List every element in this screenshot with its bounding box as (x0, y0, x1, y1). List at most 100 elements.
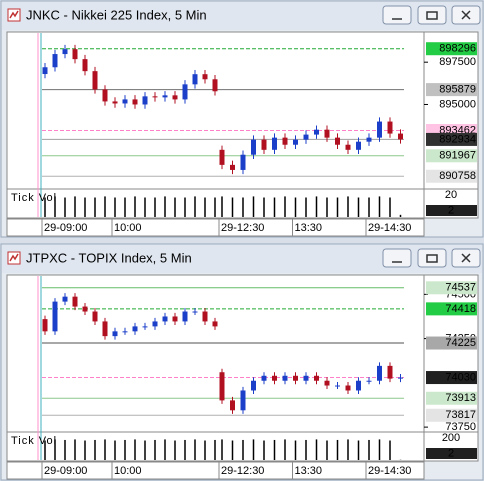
candle-body (272, 137, 277, 150)
minimize-button[interactable] (382, 248, 412, 268)
candle-body (152, 96, 158, 98)
y-tick-label: 895000 (439, 98, 476, 110)
candle-body (102, 321, 108, 337)
x-tick-label: 13:30 (295, 465, 323, 477)
x-tick-label: 10:00 (114, 222, 142, 234)
candle-body (377, 365, 382, 381)
candle-body (314, 375, 319, 381)
candle-body (398, 377, 403, 379)
x-tick-label: 10:00 (114, 465, 142, 477)
candle-body (202, 311, 208, 322)
candle-body (335, 385, 340, 387)
candle-body (92, 311, 98, 322)
level-label-box (426, 336, 477, 350)
volume-tick-label: 20 (445, 189, 457, 201)
candle-body (293, 375, 298, 381)
volume-label: Tick Vol (11, 192, 57, 204)
level-label: 73913 (445, 392, 476, 404)
candle-body (230, 400, 235, 411)
candle-body (42, 319, 48, 332)
candle-body (356, 380, 361, 391)
candle-body (219, 149, 225, 165)
candle-body (251, 139, 256, 155)
candle-body (132, 99, 138, 105)
candle-body (356, 141, 361, 150)
volume-label: Tick Vol (11, 435, 57, 447)
candle-body (387, 365, 393, 379)
candle-body (62, 49, 68, 55)
candle-body (293, 139, 298, 145)
chart-area (6, 274, 425, 462)
level-label: 895879 (439, 84, 476, 96)
volume-current-box (426, 448, 477, 459)
volume-current-label: 2 (448, 447, 454, 459)
volume-tick-label: 200 (442, 432, 460, 444)
candle-body (387, 121, 393, 134)
maximize-button[interactable] (417, 248, 447, 268)
candle-body (82, 306, 88, 312)
candle-body (377, 121, 382, 138)
x-tick-label: 29-09:00 (44, 222, 87, 234)
candle-body (282, 137, 288, 145)
candle-body (366, 380, 372, 382)
candle-body (42, 67, 48, 75)
candle-body (345, 144, 351, 150)
level-label-box (426, 281, 477, 295)
candle-body (345, 385, 351, 391)
y-tick-label: 897500 (439, 56, 476, 68)
x-tick-label: 29-12:30 (221, 222, 264, 234)
candle-body (398, 133, 403, 140)
candle-body (261, 139, 267, 150)
level-label-box (426, 42, 477, 56)
x-tick-label: 29-14:30 (368, 222, 411, 234)
level-label-box (426, 149, 477, 163)
candle-body (142, 96, 148, 105)
button-face (417, 248, 447, 268)
window-title: JTPXC - TOPIX Index, 5 Min (26, 250, 192, 265)
window-icon (7, 8, 21, 22)
candle-body (324, 129, 330, 138)
candle-body (240, 154, 246, 170)
button-face (417, 5, 447, 25)
button-face (382, 5, 412, 25)
candle-body (192, 311, 198, 313)
candle-body (324, 380, 330, 386)
candle-body (251, 380, 256, 391)
level-label-box (426, 83, 477, 97)
candle-body (172, 316, 178, 322)
candle-body (142, 326, 148, 328)
candle-body (261, 375, 267, 381)
candle-body (212, 321, 218, 327)
candle-body (152, 321, 158, 327)
candle-body (202, 74, 208, 80)
volume-current-label: 2 (448, 204, 454, 216)
minimize-button[interactable] (382, 5, 412, 25)
candle-body (52, 54, 58, 68)
level-label: 898296 (439, 43, 476, 55)
candle-body (82, 59, 88, 72)
close-button[interactable] (451, 5, 481, 25)
candle-body (62, 296, 68, 302)
level-label-box (426, 132, 477, 146)
level-label: 74225 (445, 337, 476, 349)
level-label-box (426, 302, 477, 316)
time-axis (6, 461, 425, 480)
icon-glyph (9, 10, 19, 19)
x-tick-label: 29-14:30 (368, 465, 411, 477)
level-label-box (426, 391, 477, 405)
candle-body (162, 95, 168, 98)
close-button[interactable] (451, 248, 481, 268)
time-axis (6, 218, 425, 237)
level-label-box (426, 408, 477, 422)
maximize-button[interactable] (417, 5, 447, 25)
candle-body (335, 137, 340, 145)
y-tick-label: 73750 (445, 421, 476, 433)
icon-glyph (9, 253, 19, 262)
candle-body (212, 79, 218, 92)
candle-body (122, 99, 128, 104)
level-label: 890758 (439, 170, 476, 182)
button-face (382, 248, 412, 268)
window-icon (7, 251, 21, 265)
level-label: 892934 (439, 133, 476, 145)
